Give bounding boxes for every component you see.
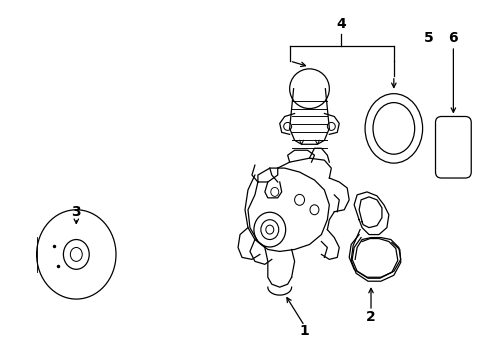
Text: 2: 2 bbox=[366, 310, 375, 324]
Text: 5: 5 bbox=[423, 31, 432, 45]
Text: 1: 1 bbox=[299, 324, 309, 338]
Text: 6: 6 bbox=[447, 31, 457, 45]
Text: 4: 4 bbox=[336, 17, 346, 31]
Text: 3: 3 bbox=[71, 205, 81, 219]
FancyBboxPatch shape bbox=[435, 117, 470, 178]
